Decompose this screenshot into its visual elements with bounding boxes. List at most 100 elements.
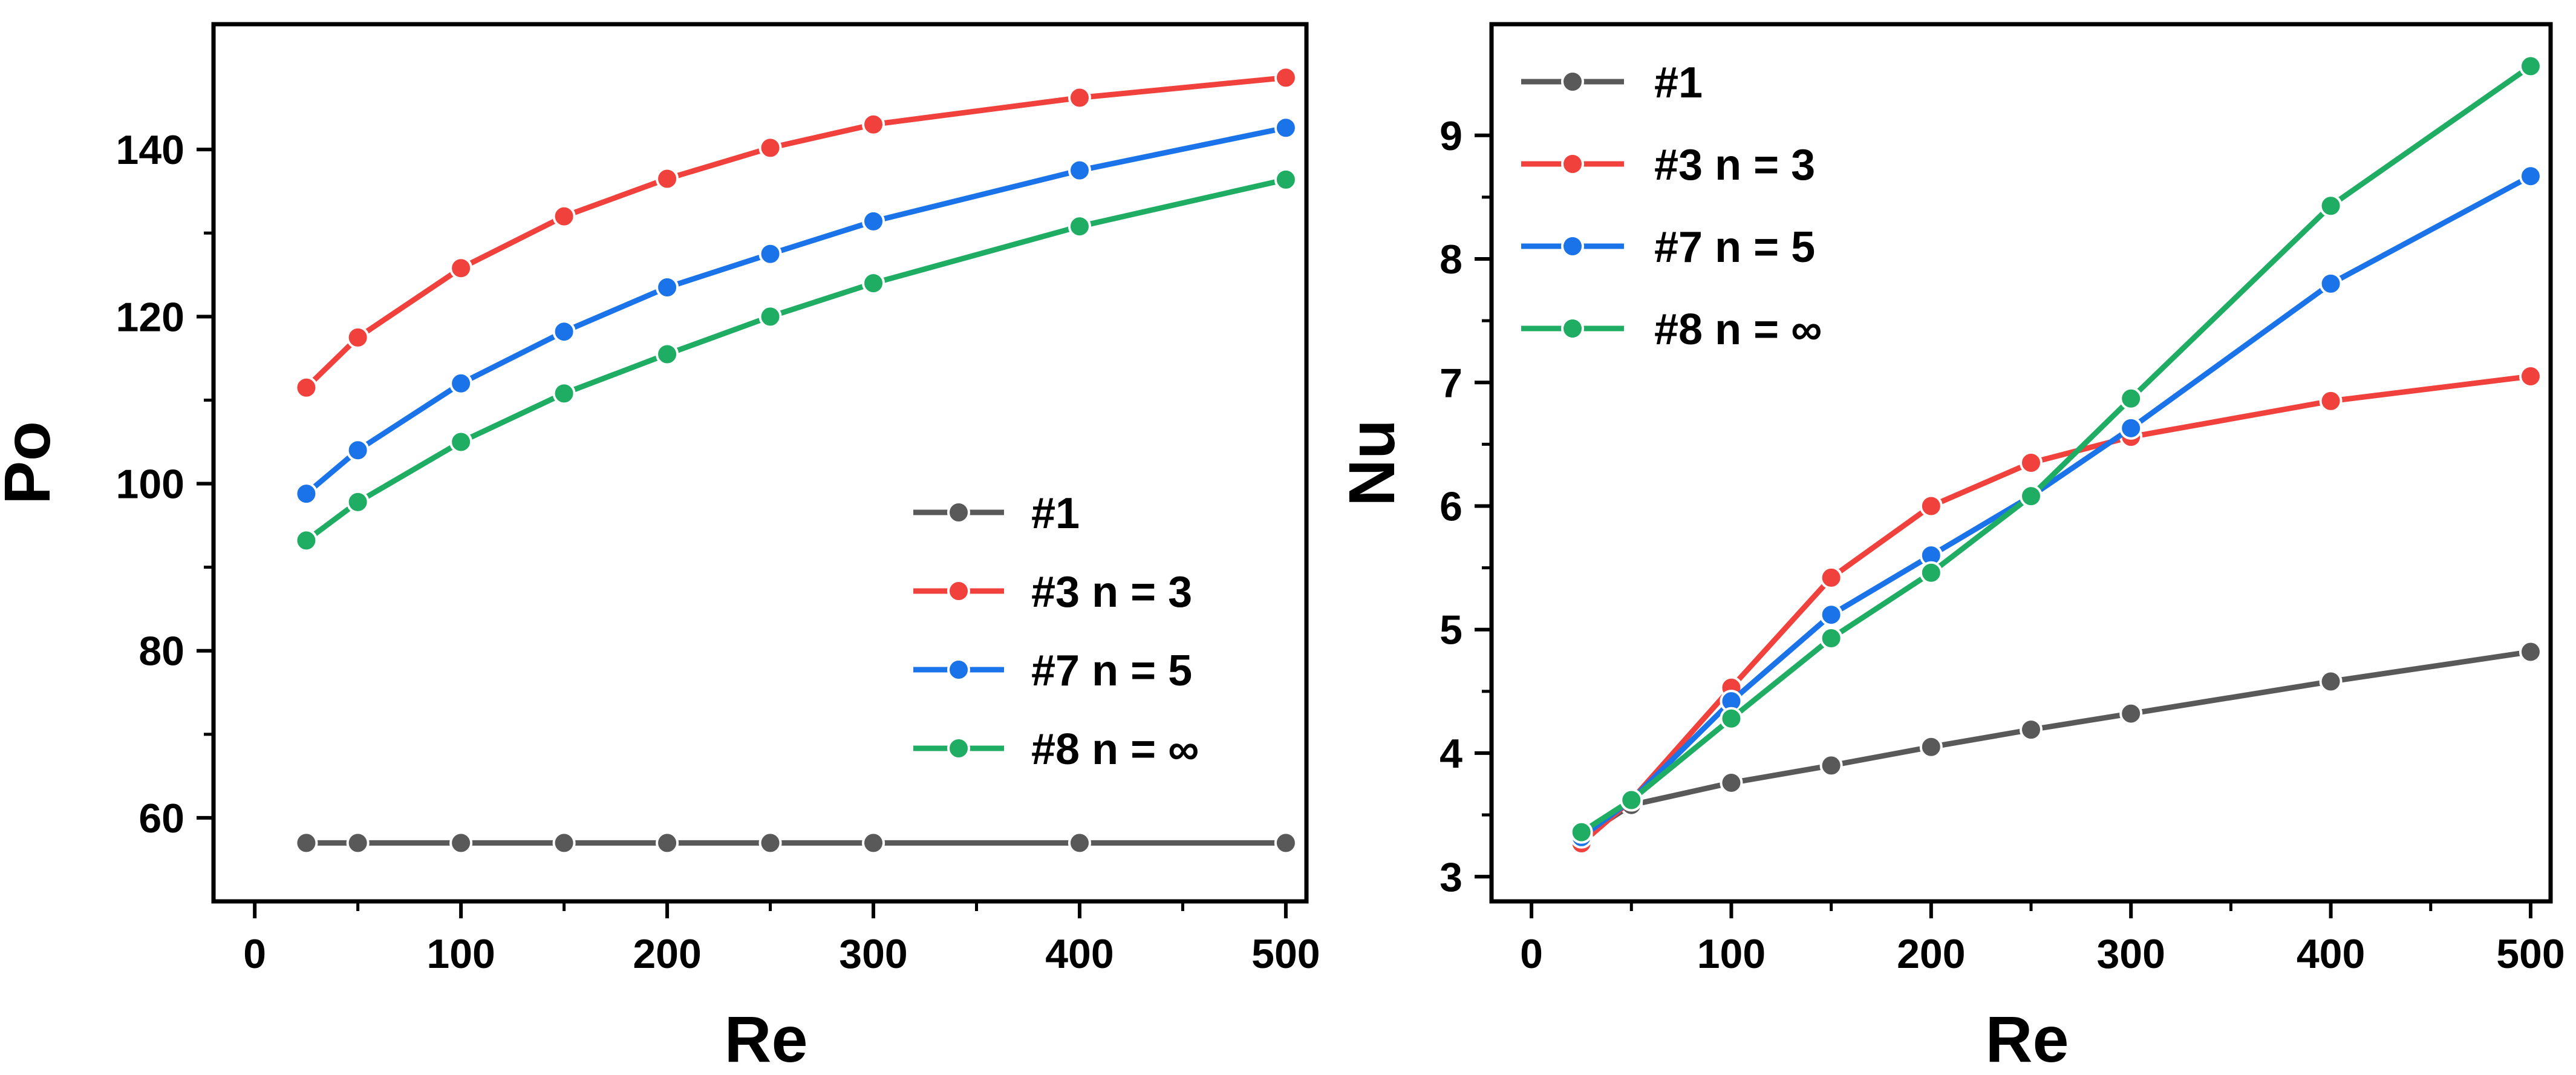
legend-label: #3 n = 3 xyxy=(1031,568,1192,616)
legend-item: #7 n = 5 xyxy=(913,647,1192,695)
x-tick-label: 300 xyxy=(2096,931,2165,977)
legend-item: #1 xyxy=(1521,59,1703,107)
data-point xyxy=(1068,158,1091,182)
data-point xyxy=(449,430,473,454)
data-point xyxy=(2519,165,2542,188)
legend-label: #8 n = ∞ xyxy=(1654,306,1822,354)
data-point xyxy=(2519,54,2542,78)
y-tick-label: 8 xyxy=(1440,237,1462,283)
legend-label: #1 xyxy=(1654,59,1703,107)
data-point xyxy=(656,831,679,855)
plot-frame xyxy=(1489,22,2553,904)
data-point xyxy=(346,831,370,855)
data-point xyxy=(758,136,782,160)
x-tick-label: 0 xyxy=(243,931,266,977)
series-1 xyxy=(1570,640,2542,849)
x-tick-label: 200 xyxy=(1897,931,1965,977)
data-point xyxy=(2319,670,2343,693)
data-point xyxy=(862,272,885,295)
data-point xyxy=(346,490,370,514)
nu-chart: 0 100 200 300 400 500 3 4 5 6 7 8 9 Re Nu #1 #3 n = 3 #7 … xyxy=(1335,22,2565,1075)
data-point xyxy=(2319,272,2343,295)
plot-frame xyxy=(211,22,1309,904)
legend-item: #3 n = 3 xyxy=(913,568,1192,616)
series-line xyxy=(1579,174,2532,840)
data-point xyxy=(1068,831,1091,855)
legend-item: #3 n = 3 xyxy=(1521,141,1815,189)
data-point xyxy=(449,256,473,280)
series-line xyxy=(1579,373,2531,846)
legend-marker xyxy=(947,501,970,524)
x-tick-label: 0 xyxy=(1520,931,1543,977)
legend-marker xyxy=(947,658,970,681)
legend-marker xyxy=(1561,235,1584,258)
series-line xyxy=(304,177,1286,543)
legend-marker xyxy=(1561,70,1584,93)
y-axis-title: Nu xyxy=(1335,419,1408,506)
legend-label: #1 xyxy=(1031,489,1080,538)
x-tick-label: 100 xyxy=(1697,931,1766,977)
data-point xyxy=(295,831,318,855)
series-3-n-3 xyxy=(1570,365,2542,855)
data-point xyxy=(758,242,782,266)
data-point xyxy=(758,831,782,855)
legend-marker xyxy=(947,737,970,760)
legend-label: #3 n = 3 xyxy=(1654,141,1815,189)
x-axis-title: Re xyxy=(724,1002,807,1075)
data-point xyxy=(1919,735,1943,759)
data-point xyxy=(2119,702,2143,725)
data-point xyxy=(1819,603,1843,627)
data-point xyxy=(862,209,885,233)
data-point xyxy=(1819,566,1843,589)
series-8-n-inf xyxy=(1570,54,2542,844)
x-tick-label: 200 xyxy=(633,931,701,977)
y-tick-label: 80 xyxy=(139,629,184,675)
data-point xyxy=(449,831,473,855)
x-tick-label: 500 xyxy=(1251,931,1320,977)
data-point xyxy=(2519,365,2542,388)
data-point xyxy=(552,204,576,228)
data-point xyxy=(1720,771,1743,794)
y-tick-label: 60 xyxy=(139,796,184,841)
data-point xyxy=(1620,788,1643,812)
data-point xyxy=(346,325,370,349)
data-point xyxy=(656,342,679,366)
legend: #1 #3 n = 3 #7 n = 5 #8 n = ∞ xyxy=(913,489,1199,774)
legend-item: #8 n = ∞ xyxy=(1521,306,1822,354)
series-3-n-3 xyxy=(295,66,1297,399)
series-8-n-inf xyxy=(295,168,1297,552)
x-axis-title: Re xyxy=(1985,1002,2069,1075)
y-tick-label: 4 xyxy=(1440,731,1462,777)
data-point xyxy=(295,482,318,506)
y-tick-label: 3 xyxy=(1440,854,1462,900)
series-7-n-5 xyxy=(295,116,1297,506)
x-tick-label: 300 xyxy=(839,931,907,977)
x-tick-label: 500 xyxy=(2496,931,2565,977)
data-point xyxy=(552,320,576,344)
y-axis-title: Po xyxy=(0,421,64,505)
data-point xyxy=(2319,194,2343,218)
legend-label: #8 n = ∞ xyxy=(1031,725,1199,774)
data-point xyxy=(758,305,782,328)
series-1 xyxy=(295,831,1297,855)
data-point xyxy=(295,376,318,399)
data-point xyxy=(862,113,885,136)
y-tick-label: 6 xyxy=(1440,483,1462,529)
data-point xyxy=(1919,494,1943,518)
legend-label: #7 n = 5 xyxy=(1654,223,1815,272)
legend-label: #7 n = 5 xyxy=(1031,647,1192,695)
data-point xyxy=(1570,820,1593,844)
data-point xyxy=(2119,387,2143,410)
data-point xyxy=(552,831,576,855)
x-tick-label: 100 xyxy=(426,931,495,977)
legend-marker xyxy=(1561,152,1584,175)
data-point xyxy=(1819,754,1843,777)
legend-marker xyxy=(1561,317,1584,340)
data-point xyxy=(2020,485,2043,508)
data-point xyxy=(2020,718,2043,742)
y-tick-label: 140 xyxy=(116,127,184,173)
data-point xyxy=(1068,86,1091,109)
data-point xyxy=(862,831,885,855)
data-point xyxy=(1819,627,1843,650)
data-point xyxy=(295,529,318,552)
